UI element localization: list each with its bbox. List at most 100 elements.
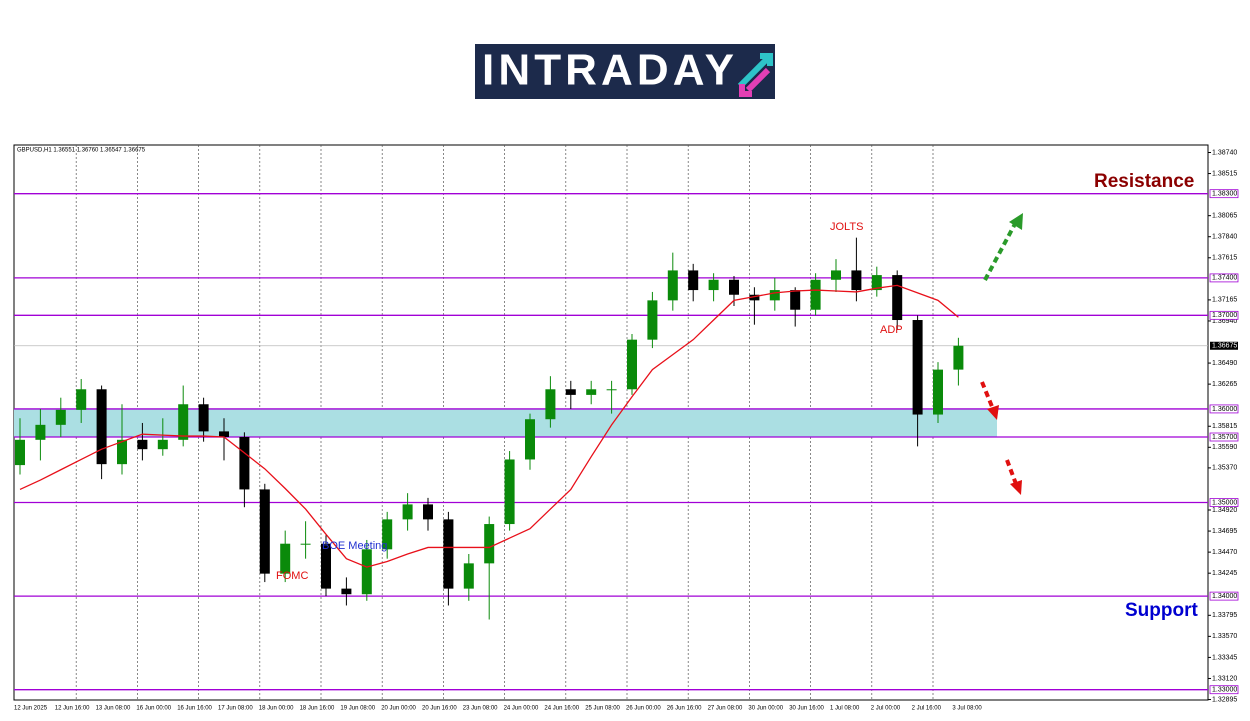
candle-body bbox=[953, 345, 964, 370]
candle-body bbox=[15, 439, 25, 466]
y-tick-label: 1.36490 bbox=[1212, 360, 1237, 367]
x-tick-label: 25 Jun 08:00 bbox=[585, 706, 620, 712]
level-label-box bbox=[1209, 432, 1239, 442]
current-price-box bbox=[1210, 341, 1238, 350]
y-tick-label: 1.33345 bbox=[1212, 654, 1237, 661]
y-tick-label: 1.33120 bbox=[1212, 675, 1237, 682]
y-tick-label: 1.34695 bbox=[1212, 528, 1237, 535]
logo-text: INTRADAY bbox=[482, 46, 734, 95]
candle-body bbox=[708, 279, 719, 291]
y-tick-label: 1.34470 bbox=[1212, 549, 1237, 556]
event-label: ADP bbox=[880, 324, 903, 336]
candle-body bbox=[423, 504, 433, 520]
y-tick-label: 1.37615 bbox=[1212, 255, 1237, 262]
y-tick-label: 1.35370 bbox=[1212, 465, 1237, 472]
chart-layer: 1.38740 1.38515 1.38065 1.37840 1.37615 1.371… bbox=[14, 145, 1239, 712]
x-tick-label: 27 Jun 08:00 bbox=[708, 706, 743, 712]
y-tick-label: 1.33795 bbox=[1212, 612, 1237, 619]
support-zone bbox=[14, 408, 997, 438]
level-label: 1.35700 bbox=[1212, 434, 1237, 441]
event-label: BOE Meeting bbox=[322, 540, 387, 552]
x-tick-label: 12 Jun 16:00 bbox=[55, 706, 90, 712]
y-tick-label: 1.33570 bbox=[1212, 633, 1237, 640]
candle-body bbox=[259, 489, 270, 574]
y-tick-label: 1.36265 bbox=[1212, 381, 1237, 388]
logo: INTRADAY bbox=[475, 44, 775, 99]
level-label-box bbox=[1209, 591, 1239, 601]
candle-body bbox=[749, 294, 760, 301]
y-tick-label: 1.37840 bbox=[1212, 234, 1237, 241]
level-label: 1.35000 bbox=[1212, 499, 1237, 506]
x-tick-label: 1 Jul 08:00 bbox=[830, 706, 860, 712]
logo-arrow-down bbox=[739, 67, 771, 97]
x-tick-label: 16 Jun 00:00 bbox=[136, 706, 171, 712]
candle-body bbox=[545, 389, 556, 420]
candle-body bbox=[157, 439, 168, 450]
level-label: 1.36000 bbox=[1212, 406, 1237, 413]
candle-body bbox=[790, 290, 801, 310]
x-tick-label: 17 Jun 08:00 bbox=[218, 706, 253, 712]
support-label: Support bbox=[1125, 600, 1198, 621]
y-tick-label: 1.37165 bbox=[1212, 297, 1237, 304]
y-tick-label: 1.32895 bbox=[1212, 696, 1237, 703]
candle-body bbox=[382, 519, 393, 550]
candle-body bbox=[565, 389, 576, 395]
y-tick-label: 1.36940 bbox=[1212, 318, 1237, 325]
symbol-header: GBPUSD,H1 1.36551 1.36760 1.36547 1.3667… bbox=[17, 148, 146, 154]
y-tick-label: 1.35815 bbox=[1212, 423, 1237, 430]
candle-body bbox=[831, 270, 841, 280]
current-price-label: 1.36675 bbox=[1212, 343, 1237, 350]
candle-body bbox=[443, 519, 454, 589]
arrow-down-line bbox=[1005, 459, 1018, 485]
x-tick-label: 20 Jun 16:00 bbox=[422, 706, 457, 712]
y-tick-label: 1.38740 bbox=[1212, 149, 1237, 156]
candle-body bbox=[504, 459, 515, 525]
logo-box bbox=[475, 44, 775, 99]
candle-body bbox=[76, 389, 87, 410]
candle-body bbox=[688, 270, 699, 291]
level-label-box bbox=[1209, 310, 1239, 320]
level-label-box bbox=[1209, 404, 1239, 414]
candle-body bbox=[627, 339, 637, 390]
event-label: JOLTS bbox=[830, 221, 863, 233]
level-label-box bbox=[1209, 498, 1239, 507]
candle-body bbox=[851, 270, 862, 291]
x-tick-label: 26 Jun 16:00 bbox=[667, 706, 702, 712]
level-label-box bbox=[1209, 189, 1239, 199]
candle-body bbox=[117, 439, 127, 465]
candle-body bbox=[647, 300, 658, 340]
y-tick-label: 1.34245 bbox=[1212, 570, 1237, 577]
candle-body bbox=[729, 279, 739, 295]
level-label: 1.38300 bbox=[1212, 191, 1237, 198]
level-label: 1.37000 bbox=[1212, 312, 1237, 319]
logo-arrow-up bbox=[737, 53, 773, 89]
level-label: 1.37400 bbox=[1212, 275, 1237, 282]
level-label-box bbox=[1209, 273, 1239, 283]
candle-body bbox=[137, 439, 148, 450]
candle-body bbox=[280, 543, 291, 574]
candle-body bbox=[667, 270, 678, 301]
x-tick-label: 20 Jun 00:00 bbox=[381, 706, 416, 712]
candle-body bbox=[463, 563, 474, 589]
event-label: FOMC bbox=[276, 570, 308, 582]
x-tick-label: 26 Jun 00:00 bbox=[626, 706, 661, 712]
x-tick-label: 18 Jun 00:00 bbox=[259, 706, 294, 712]
level-label-box bbox=[1209, 685, 1239, 695]
candle-body bbox=[933, 369, 943, 415]
candle-body bbox=[402, 504, 413, 520]
y-tick-label: 1.38515 bbox=[1212, 170, 1237, 177]
candle-body bbox=[96, 389, 107, 465]
x-tick-label: 23 Jun 08:00 bbox=[463, 706, 498, 712]
arrow-down-head bbox=[987, 405, 999, 420]
arrow-up-head bbox=[1009, 213, 1023, 230]
candle-body bbox=[55, 409, 66, 425]
x-tick-label: 3 Jul 08:00 bbox=[952, 706, 982, 712]
candle-body bbox=[198, 404, 209, 432]
x-tick-label: 2 Jul 00:00 bbox=[871, 706, 901, 712]
candle-body bbox=[341, 588, 352, 595]
arrow-up-line bbox=[983, 221, 1018, 281]
arrow-down-line bbox=[980, 381, 995, 410]
candle-body bbox=[300, 543, 311, 545]
candle-body bbox=[912, 320, 923, 415]
